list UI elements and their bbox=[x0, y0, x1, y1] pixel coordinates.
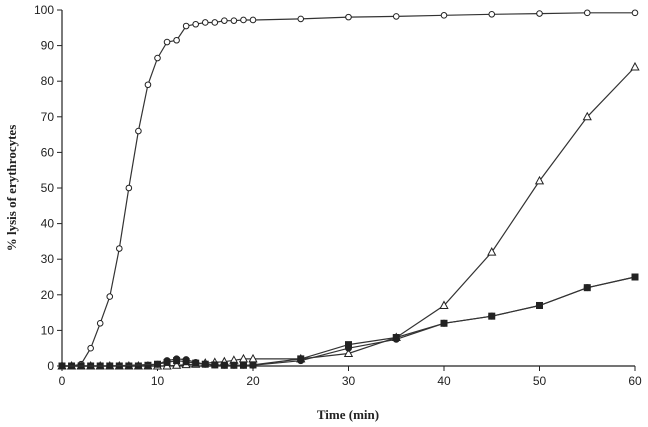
data-point bbox=[211, 19, 219, 26]
data-point bbox=[249, 361, 257, 369]
y-tick-label: 40 bbox=[41, 217, 55, 231]
data-point bbox=[439, 300, 449, 309]
data-point bbox=[125, 362, 133, 370]
data-point bbox=[135, 127, 142, 135]
data-point bbox=[440, 12, 448, 19]
y-tick-label: 50 bbox=[41, 181, 55, 195]
data-point bbox=[488, 312, 496, 320]
data-point bbox=[220, 361, 228, 369]
data-point bbox=[171, 360, 182, 369]
data-point bbox=[144, 361, 152, 369]
data-point bbox=[297, 357, 305, 365]
y-axis-title: % lysis of erythrocytes bbox=[4, 125, 19, 251]
data-point bbox=[583, 284, 591, 292]
data-point bbox=[163, 357, 171, 365]
x-tick-label: 40 bbox=[437, 374, 451, 388]
y-tick-label: 0 bbox=[47, 359, 54, 373]
data-point bbox=[297, 15, 305, 23]
data-point bbox=[534, 175, 545, 185]
data-point bbox=[116, 245, 123, 252]
data-point bbox=[536, 301, 543, 309]
data-point bbox=[125, 184, 133, 192]
series-line bbox=[62, 66, 636, 367]
x-axis-title: Time (min) bbox=[317, 407, 379, 422]
data-point bbox=[96, 319, 104, 327]
data-point bbox=[630, 61, 640, 71]
series-open-triangles bbox=[57, 61, 640, 370]
y-tick-label: 90 bbox=[41, 39, 55, 53]
data-point bbox=[582, 111, 592, 121]
data-point bbox=[488, 10, 496, 18]
x-tick-label: 60 bbox=[628, 374, 642, 388]
series-filled-circles bbox=[58, 273, 639, 370]
plot-area: 0 10 20 30 40 50 60 70 80 90 100 0 10 20 30 40 50 60 bbox=[34, 3, 642, 388]
x-tick-label: 20 bbox=[246, 374, 260, 388]
data-point bbox=[392, 335, 400, 343]
data-point bbox=[249, 16, 257, 24]
series-line bbox=[62, 12, 635, 367]
data-point bbox=[583, 9, 591, 17]
data-point bbox=[631, 273, 639, 281]
data-point bbox=[182, 22, 190, 30]
series-open-circles bbox=[58, 9, 639, 370]
data-point bbox=[144, 81, 152, 89]
y-tick-label: 30 bbox=[41, 252, 55, 266]
data-point bbox=[173, 355, 181, 363]
data-point bbox=[182, 356, 190, 364]
data-point bbox=[631, 9, 639, 17]
series-layer bbox=[57, 9, 640, 370]
data-point bbox=[106, 362, 114, 370]
data-point bbox=[87, 344, 94, 352]
data-point bbox=[58, 362, 66, 370]
data-point bbox=[230, 17, 238, 24]
data-point bbox=[230, 361, 238, 369]
data-point bbox=[211, 361, 219, 369]
data-point bbox=[173, 36, 180, 44]
data-point bbox=[536, 10, 543, 17]
data-point bbox=[192, 20, 199, 28]
data-point bbox=[106, 293, 114, 300]
y-tick-label: 10 bbox=[41, 323, 55, 337]
data-point bbox=[221, 17, 228, 24]
data-point bbox=[240, 16, 247, 24]
data-point bbox=[163, 38, 171, 46]
x-tick-label: 0 bbox=[59, 374, 66, 388]
data-point bbox=[392, 13, 400, 20]
y-tick-label: 70 bbox=[41, 110, 55, 124]
x-tick-label: 30 bbox=[342, 374, 356, 388]
data-point bbox=[345, 13, 352, 21]
data-point bbox=[239, 361, 247, 369]
data-point bbox=[192, 358, 200, 366]
x-tick-label: 50 bbox=[533, 374, 547, 388]
data-point bbox=[487, 247, 497, 256]
data-point bbox=[154, 360, 161, 368]
data-point bbox=[154, 54, 161, 62]
data-point bbox=[343, 348, 354, 358]
x-tick-label: 10 bbox=[151, 374, 165, 388]
data-point bbox=[201, 360, 209, 368]
data-point bbox=[201, 19, 209, 26]
y-tick-label: 60 bbox=[41, 145, 55, 159]
y-tick-label: 20 bbox=[41, 288, 55, 302]
y-tick-label: 80 bbox=[41, 74, 55, 88]
data-point bbox=[345, 344, 352, 352]
data-point bbox=[134, 362, 142, 370]
y-tick-label: 100 bbox=[34, 3, 54, 17]
data-point bbox=[440, 319, 448, 327]
